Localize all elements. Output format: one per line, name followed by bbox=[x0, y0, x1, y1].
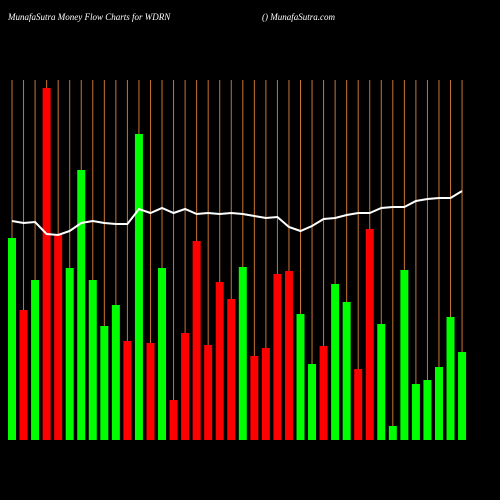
bar bbox=[65, 268, 74, 440]
money-flow-line bbox=[11, 190, 463, 237]
bar bbox=[215, 282, 224, 440]
bar bbox=[423, 380, 432, 440]
bar bbox=[54, 234, 63, 440]
bar bbox=[77, 170, 86, 440]
bar bbox=[400, 270, 409, 440]
bar bbox=[446, 317, 455, 440]
bar bbox=[169, 400, 178, 440]
bar bbox=[192, 241, 201, 440]
bar bbox=[250, 356, 259, 440]
bar bbox=[308, 364, 317, 440]
bar bbox=[331, 284, 340, 440]
bar bbox=[123, 341, 132, 440]
bar bbox=[204, 345, 213, 440]
bar bbox=[42, 88, 51, 440]
bar bbox=[273, 274, 282, 440]
bar bbox=[31, 280, 40, 440]
chart-title: MunafaSutra Money Flow Charts for WDRN bbox=[7, 12, 171, 22]
bar bbox=[342, 302, 351, 440]
bar bbox=[365, 229, 374, 440]
bar bbox=[296, 314, 305, 440]
bar bbox=[146, 343, 155, 440]
bar bbox=[134, 134, 143, 440]
bar bbox=[158, 268, 167, 440]
bar bbox=[238, 267, 247, 440]
bar bbox=[377, 324, 386, 440]
bar bbox=[227, 299, 236, 440]
bar bbox=[181, 333, 190, 440]
chart-subtitle: () MunafaSutra.com bbox=[262, 12, 335, 22]
bar bbox=[88, 280, 97, 440]
bar bbox=[434, 367, 443, 440]
bar bbox=[111, 305, 120, 440]
bar bbox=[261, 348, 270, 440]
bar bbox=[388, 426, 397, 440]
bar bbox=[100, 326, 109, 440]
bar bbox=[354, 369, 363, 440]
bar bbox=[319, 346, 328, 440]
bar bbox=[458, 352, 467, 440]
bar bbox=[411, 384, 420, 440]
bar bbox=[19, 310, 28, 440]
bar bbox=[284, 271, 293, 440]
bar bbox=[8, 238, 16, 440]
